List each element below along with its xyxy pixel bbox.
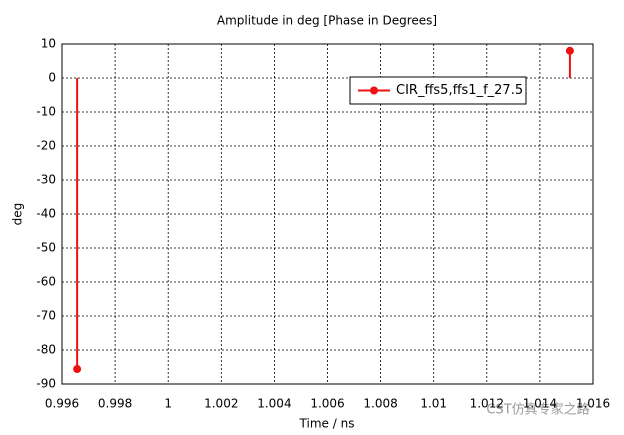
y-tick-label: -20 [36,139,56,153]
y-axis-label: deg [11,203,25,226]
y-tick-label: -60 [36,275,56,289]
x-axis-label: Time / ns [299,417,355,431]
x-tick-label: 1.016 [576,397,610,411]
x-tick-label: 1.012 [470,397,504,411]
y-tick-label: -40 [36,207,56,221]
x-tick-label: 1.008 [363,397,397,411]
legend-label: CIR_ffs5,ffs1_f_27.5 [396,83,523,98]
y-tick-label: -90 [36,377,56,391]
x-tick-label: 1.004 [257,397,291,411]
stem-marker [565,46,574,55]
x-tick-label: 0.996 [45,397,79,411]
y-tick-label: -10 [36,105,56,119]
x-tick-label: 1.002 [204,397,238,411]
stem-marker [73,365,82,374]
y-tick-label: 10 [41,37,56,51]
y-tick-label: -70 [36,309,56,323]
watermark: CST仿真专家之路 [486,402,589,418]
legend-marker [370,86,378,95]
x-tick-label: 1.014 [523,397,557,411]
x-tick-label: 1 [164,397,172,411]
y-tick-label: -80 [36,343,56,357]
chart-title: Amplitude in deg [Phase in Degrees] [217,14,437,28]
y-tick-label: -30 [36,173,56,187]
x-tick-label: 1.01 [420,397,447,411]
y-tick-label: -50 [36,241,56,255]
x-tick-label: 0.998 [98,397,132,411]
y-tick-label: 0 [48,71,56,85]
x-tick-label: 1.006 [310,397,344,411]
plot-frame [61,43,594,385]
